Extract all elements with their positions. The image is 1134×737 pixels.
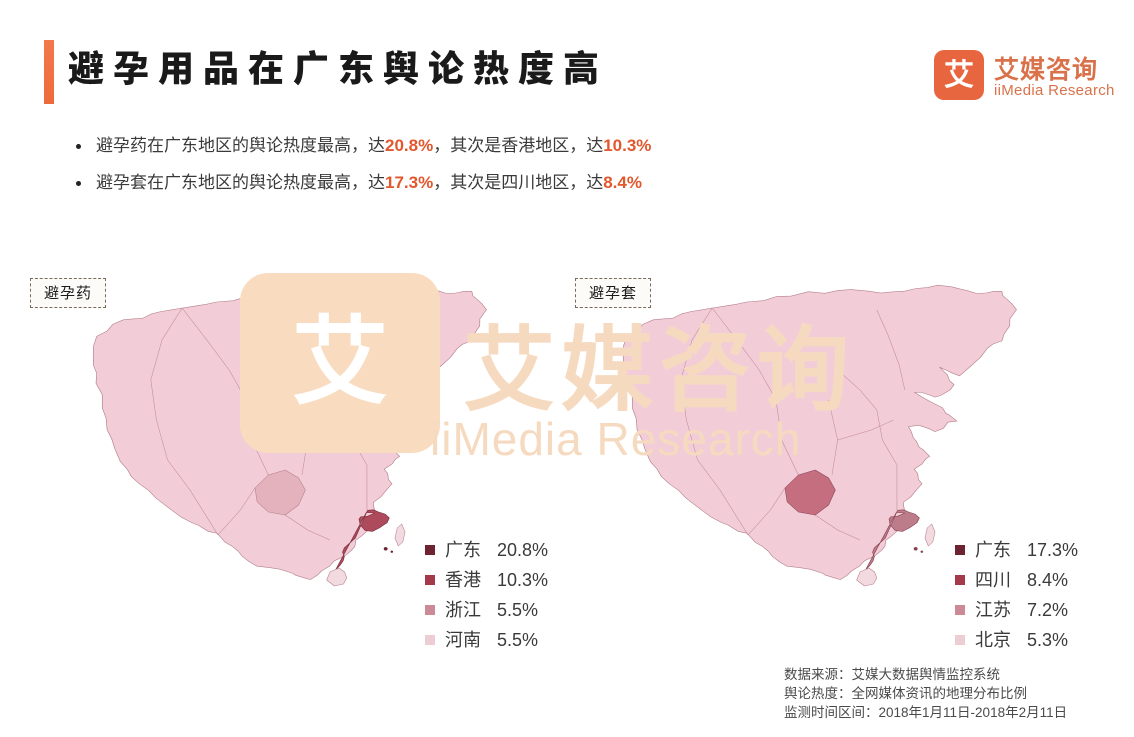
svg-text:艾: 艾: [292, 309, 388, 416]
svg-text:艾: 艾: [944, 59, 974, 92]
